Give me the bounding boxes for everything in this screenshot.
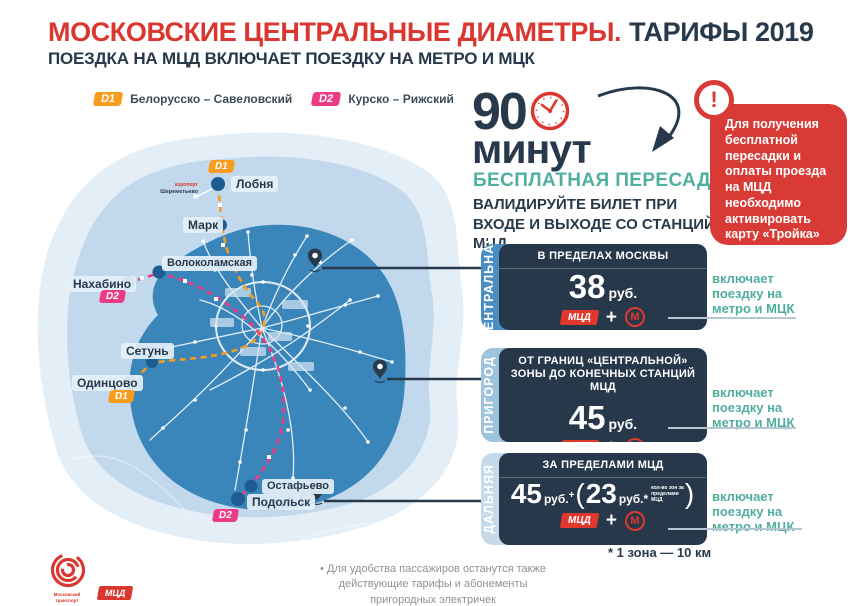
station-label: Одинцово <box>72 375 143 392</box>
fare-card-body: В ПРЕДЕЛАХ МОСКВЫ 38 руб. МЦД + М <box>499 244 707 330</box>
moscow-transport-label: Московский транспорт <box>53 592 81 603</box>
troika-alert-box: Для получения бесплатной пересадки и опл… <box>710 104 847 245</box>
d2-diameter-line <box>127 271 286 500</box>
price-row: 45 руб.+ ( 23 руб.* кол-во зон за предел… <box>511 478 695 510</box>
zone-tab-label: ДАЛЬНЯЯ <box>482 464 496 534</box>
fare-area-header: ЗА ПРЕДЕЛАМИ МЦД <box>542 459 664 471</box>
divider <box>499 477 707 479</box>
d1-label: Белорусско – Савеловский <box>130 92 293 106</box>
station-label: Подольск <box>247 494 316 511</box>
zones-count-note: кол-во зон за пределами МЦД <box>651 484 684 504</box>
payment-icons: МЦД + М <box>559 510 645 532</box>
plus-sign: + <box>606 438 617 442</box>
page-subtitle: ПОЕЗДКА НА МЦД ВКЛЮЧАЕТ ПОЕЗДКУ НА МЕТРО… <box>48 49 535 68</box>
d2-label: Курско – Рижский <box>348 92 454 106</box>
page-title: МОСКОВСКИЕ ЦЕНТРАЛЬНЫЕ ДИАМЕТРЫ. ТАРИФЫ 2… <box>48 17 814 48</box>
d2-badge: D2 <box>311 92 342 106</box>
price-value: 45 <box>510 478 542 510</box>
zone-tab-label: ПРИГОРОД <box>482 356 496 434</box>
fare-area-header: В ПРЕДЕЛАХ МОСКВЫ <box>537 250 669 262</box>
fare-card-body: ЗА ПРЕДЕЛАМИ МЦД 45 руб.+ ( 23 руб.* кол… <box>499 453 707 545</box>
d1-map-badge: D1 <box>107 390 135 403</box>
metro-icon: М <box>624 307 645 328</box>
exclamation-icon: ! <box>694 80 734 120</box>
price-row: 45 руб. <box>568 398 638 437</box>
fare-card-body: ОТ ГРАНИЦ «ЦЕНТРАЛЬНОЙ» ЗОНЫ ДО КОНЕЧНЫХ… <box>499 348 707 442</box>
price-currency: руб. <box>608 285 638 302</box>
minutes-word: минут <box>472 126 592 172</box>
price-row: 38 руб. <box>568 268 638 306</box>
includes-metro-note: включает поездку на метро и МЦК <box>712 385 795 430</box>
bottom-footnote: • Для удобства пассажиров останутся такж… <box>320 563 546 606</box>
divider <box>499 268 707 270</box>
station-label: Нахабино <box>68 276 137 293</box>
free-transfer-label: БЕСПЛАТНАЯ ПЕРЕСАДКА <box>473 170 737 191</box>
airport-note: аэропорт Шереметьево <box>148 182 198 195</box>
moscow-transport-logo <box>50 552 86 588</box>
pin-connector-lines <box>322 266 483 503</box>
metro-icon: М <box>624 437 645 442</box>
location-pin <box>373 359 387 384</box>
metro-icon: М <box>624 510 645 531</box>
price-value: 45 <box>568 398 606 436</box>
d1-badge: D1 <box>92 92 124 106</box>
includes-metro-note: включает поездку на метро и МЦК <box>712 271 795 316</box>
paren-close: ) <box>684 478 695 510</box>
location-pin <box>308 248 322 273</box>
interchange-squares <box>140 203 271 459</box>
price-currency: руб.+ <box>543 490 575 507</box>
station-label: Марк <box>183 217 224 234</box>
d2-map-badge: D2 <box>211 509 239 522</box>
extra-price-currency: руб.* <box>618 492 649 507</box>
station-label: Волоколамская <box>162 256 258 271</box>
mcd-badge-icon: МЦД <box>559 309 600 325</box>
zone-tab-label: ЦЕНТРАЛЬНАЯ <box>482 233 496 341</box>
includes-metro-note: включает поездку на метро и МЦК <box>712 489 795 534</box>
mcd-badge-icon: МЦД <box>559 513 600 529</box>
plus-sign: + <box>605 306 617 328</box>
airport-note-line2: Шереметьево <box>160 188 198 195</box>
note-underline <box>668 317 796 319</box>
price-value: 38 <box>568 268 606 306</box>
payment-icons: МЦД + М <box>559 437 645 442</box>
fare-area-header: ОТ ГРАНИЦ «ЦЕНТРАЛЬНОЙ» ЗОНЫ ДО КОНЕЧНЫХ… <box>510 355 696 394</box>
mcd-badge-icon: МЦД <box>559 440 600 442</box>
mcd-logo-badge: МЦД <box>96 586 134 600</box>
plus-sign: + <box>605 510 617 532</box>
paren-open: ( <box>575 478 585 510</box>
title-dark: ТАРИФЫ 2019 <box>629 17 814 47</box>
fare-card-central: ЦЕНТРАЛЬНАЯ В ПРЕДЕЛАХ МОСКВЫ 38 руб. МЦ… <box>481 234 707 340</box>
free-transfer-90: 90 <box>472 86 570 138</box>
airport-note-line1: аэропорт <box>174 182 198 188</box>
fare-card-prigorod: ПРИГОРОД ОТ ГРАНИЦ «ЦЕНТРАЛЬНОЙ» ЗОНЫ ДО… <box>481 348 707 442</box>
minutes-number: 90 <box>472 83 528 141</box>
station-label: Лобня <box>231 176 279 193</box>
clock-icon <box>530 91 570 131</box>
d2-map-badge: D2 <box>98 290 126 303</box>
note-underline <box>668 528 802 530</box>
extra-price-value: 23 <box>585 478 617 510</box>
map-label-chips <box>210 288 314 371</box>
note-underline <box>668 427 796 429</box>
diameters-legend: D1 Белорусско – Савеловский D2 Курско – … <box>92 92 454 106</box>
station-label: Сетунь <box>121 343 174 360</box>
plus-superscript: + <box>568 490 575 502</box>
d1-map-badge: D1 <box>207 160 235 173</box>
curved-arrow <box>597 86 681 152</box>
zone-footnote: * 1 зона — 10 км <box>608 545 712 560</box>
title-red: МОСКОВСКИЕ ЦЕНТРАЛЬНЫЕ ДИАМЕТРЫ. <box>48 17 622 47</box>
price-currency: руб. <box>608 415 638 432</box>
fare-card-dalnyaya: ДАЛЬНЯЯ ЗА ПРЕДЕЛАМИ МЦД 45 руб.+ ( 23 р… <box>481 453 707 545</box>
station-label: Остафьево <box>262 479 335 494</box>
payment-icons: МЦД + М <box>559 306 645 328</box>
